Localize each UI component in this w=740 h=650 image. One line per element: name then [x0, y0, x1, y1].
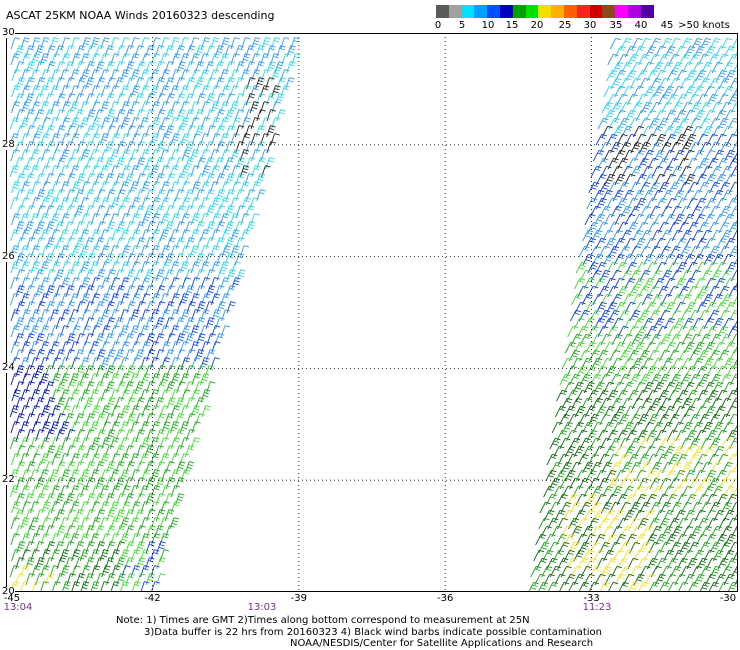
- longitude-label: -45: [3, 593, 21, 604]
- longitude-label: -42: [144, 593, 161, 604]
- note-line-3: NOAA/NESDIS/Center for Satellite Applica…: [290, 638, 594, 649]
- wind-speed-color-scale: [436, 5, 654, 18]
- scale-swatch: [563, 5, 577, 18]
- scale-label: >50 knots: [678, 20, 730, 31]
- scale-swatch: [602, 5, 616, 18]
- scale-label: 35: [609, 20, 623, 31]
- scale-swatch: [589, 5, 603, 18]
- scale-swatch: [512, 5, 526, 18]
- scale-swatch: [474, 5, 488, 18]
- scale-swatch: [551, 5, 564, 18]
- latitude-label: 22: [2, 474, 15, 486]
- wind-barb-map: [6, 33, 738, 592]
- swath-time-label: 13:04: [3, 602, 33, 613]
- scale-swatch: [461, 5, 475, 18]
- scale-label: 40: [634, 20, 648, 31]
- map-title: ASCAT 25KM NOAA Winds 20160323 descendin…: [6, 9, 275, 22]
- scale-swatch: [640, 5, 654, 18]
- scale-swatch: [627, 5, 641, 18]
- longitude-label: -30: [719, 593, 737, 604]
- longitude-label: -39: [290, 593, 307, 604]
- latitude-label: 26: [2, 250, 15, 262]
- scale-label: 20: [530, 20, 544, 31]
- latitude-label: 24: [2, 362, 15, 374]
- longitude-label: -36: [437, 593, 454, 604]
- wind-swaths: [9, 37, 738, 592]
- note-line-2: 3)Data buffer is 22 hrs from 20160323 4)…: [144, 627, 602, 638]
- plot-border: [6, 33, 738, 592]
- swath-time-label: 11:23: [582, 602, 612, 613]
- scale-swatch: [576, 5, 590, 18]
- scale-label: 30: [583, 20, 597, 31]
- scale-label: 10: [481, 20, 495, 31]
- scale-swatch: [436, 5, 449, 18]
- longitude-label: -33: [583, 593, 600, 604]
- scale-swatch: [615, 5, 628, 18]
- color-scale-labels: 0 5 10 15 20 25 30 35 40 45 >50 knots: [0, 20, 740, 32]
- latitude-label: 20: [2, 586, 15, 597]
- scale-label: 15: [505, 20, 519, 31]
- latitude-label: 28: [2, 138, 15, 150]
- swath-time-label: 13:03: [247, 602, 277, 613]
- scale-label: 5: [458, 20, 466, 31]
- scale-swatch: [448, 5, 462, 18]
- scale-swatch: [487, 5, 500, 18]
- latitude-label: 30: [2, 27, 15, 38]
- scale-label: 25: [558, 20, 572, 31]
- scale-label: 0: [434, 20, 442, 31]
- scale-swatch: [538, 5, 552, 18]
- note-line-1: Note: 1) Times are GMT 2)Times along bot…: [116, 615, 530, 626]
- scale-swatch: [499, 5, 513, 18]
- scale-swatch: [525, 5, 539, 18]
- scale-label: 45: [660, 20, 674, 31]
